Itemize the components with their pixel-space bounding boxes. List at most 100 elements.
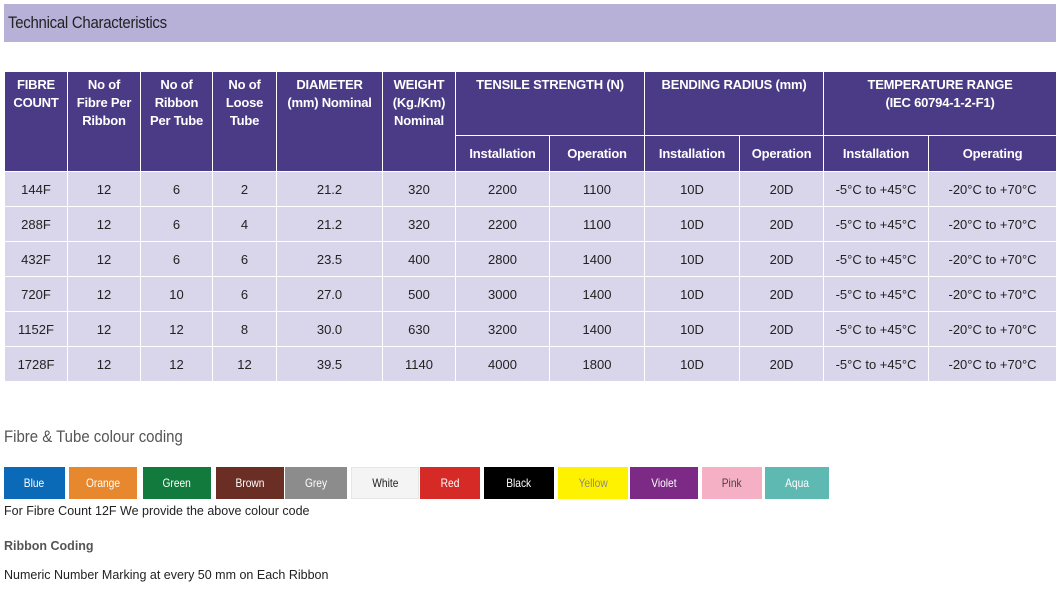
table-cell: -5°C to +45°C [823,276,930,312]
table-cell: 12 [67,346,141,382]
table-row: 432F 12 6 6 23.5 400 2800 1400 10D 20D -5°C to +45… [4,241,1058,277]
swatch-label: Blue [24,476,45,490]
table-cell: 1400 [548,311,646,347]
table-cell: -5°C to +45°C [823,206,930,242]
table-cell: 1400 [548,276,646,312]
table-cell: 12 [67,311,141,347]
swatch-label: Violet [651,476,677,490]
header-loose-tube: No of Loose Tube [212,71,277,172]
table-cell: 2 [212,171,277,207]
table-row: 1152F 12 12 8 30.0 630 3200 1400 10D 20D -5°C to +… [4,311,1058,347]
table-cell: 2200 [455,206,550,242]
swatch-white: White [351,467,419,499]
subheader-tensile-operation: Operation [548,135,646,172]
header-tensile-strength: TENSILE STRENGTH (N) [454,71,646,136]
table-cell: -20°C to +70°C [928,241,1058,277]
table-cell: 10D [644,311,741,347]
header-diameter: DIAMETER (mm) Nominal [276,71,383,172]
subheader-temperature-operating: Operating [928,135,1058,172]
swatch-pink: Pink [702,467,762,499]
swatch-label: Grey [304,476,328,490]
table-cell: 1140 [382,346,456,382]
table-cell: 20D [739,311,825,347]
swatch-label: Red [440,476,460,490]
table-cell: 27.0 [276,276,383,312]
table-cell: 3200 [455,311,550,347]
swatch-yellow: Yellow [558,467,628,499]
table-cell: 1100 [548,171,646,207]
table-row: 288F 12 6 4 21.2 320 2200 1100 10D 20D -5°C to +45… [4,206,1058,242]
header-temperature-range: TEMPERATURE RANGE (IEC 60794-1-2-F1) [823,71,1058,136]
table-cell: 20D [739,206,825,242]
table-cell: 432F [4,241,68,277]
table-cell: 39.5 [276,346,383,382]
table-cell: 288F [4,206,68,242]
ribbon-coding-text: Numeric Number Marking at every 50 mm on… [4,568,329,582]
table-cell: 23.5 [276,241,383,277]
swatch-label: Orange [85,476,121,490]
table-cell: 500 [382,276,456,312]
table-cell: 4 [212,206,277,242]
table-cell: 20D [739,346,825,382]
table-cell: 6 [212,241,277,277]
table-cell: 30.0 [276,311,383,347]
header-bending-radius: BENDING RADIUS (mm) [644,71,825,136]
swatch-orange: Orange [69,467,137,499]
table-cell: 144F [4,171,68,207]
table-cell: -5°C to +45°C [823,346,930,382]
table-cell: 6 [140,206,213,242]
table-cell: 12 [67,276,141,312]
page-title: Technical Characteristics [8,13,167,32]
table-cell: 630 [382,311,456,347]
table-cell: -20°C to +70°C [928,206,1058,242]
table-cell: -5°C to +45°C [823,171,930,207]
table-cell: -20°C to +70°C [928,346,1058,382]
colour-coding-note: For Fibre Count 12F We provide the above… [4,504,310,518]
section-header: Technical Characteristics [4,4,1056,42]
table-cell: 21.2 [276,206,383,242]
table-cell: 320 [382,171,456,207]
table-cell: 12 [67,241,141,277]
table-cell: 12 [140,346,213,382]
subheader-temperature-installation: Installation [823,135,930,172]
table-cell: 320 [382,206,456,242]
table-cell: -5°C to +45°C [823,241,930,277]
table-cell: 2200 [455,171,550,207]
table-cell: 6 [140,241,213,277]
table-cell: 4000 [455,346,550,382]
swatch-label: White [371,476,399,490]
table-cell: 20D [739,276,825,312]
swatch-brown: Brown [216,467,284,499]
table-cell: 3000 [455,276,550,312]
table-cell: 6 [140,171,213,207]
table-cell: 21.2 [276,171,383,207]
swatch-grey: Grey [285,467,347,499]
header-fibre-count: FIBRE COUNT [4,71,68,172]
swatch-label: Green [162,476,192,490]
table-row: 720F 12 10 6 27.0 500 3000 1400 10D 20D -5°C to +4… [4,276,1058,312]
swatch-label: Pink [722,476,742,490]
swatch-label: Aqua [785,476,809,490]
swatch-label: Yellow [578,476,608,490]
table-cell: -5°C to +45°C [823,311,930,347]
table-cell: 1152F [4,311,68,347]
swatch-aqua: Aqua [765,467,829,499]
subheader-bending-installation: Installation [644,135,741,172]
table-cell: 6 [212,276,277,312]
table-row: 144F 12 6 2 21.2 320 2200 1100 10D 20D -5°C to +45… [4,171,1058,207]
table-cell: 12 [140,311,213,347]
table-cell: 20D [739,241,825,277]
subheader-tensile-installation: Installation [455,135,550,172]
technical-characteristics-table: FIBRE COUNT No of Fibre Per Ribbon No of Rib… [4,71,1058,382]
swatch-violet: Violet [630,467,698,499]
table-body: 144F 12 6 2 21.2 320 2200 1100 10D 20D -5°C to +45… [4,171,1058,382]
table-cell: 1400 [548,241,646,277]
table-row: 1728F 12 12 12 39.5 1140 4000 1800 10D 20D -5°C to… [4,346,1058,382]
table-cell: 10D [644,346,741,382]
table-cell: 10D [644,241,741,277]
swatch-label: Black [506,476,532,490]
table-cell: -20°C to +70°C [928,171,1058,207]
header-ribbon-per-tube: No of Ribbon Per Tube [140,71,213,172]
table-cell: 12 [212,346,277,382]
colour-coding-title: Fibre & Tube colour coding [4,427,183,446]
